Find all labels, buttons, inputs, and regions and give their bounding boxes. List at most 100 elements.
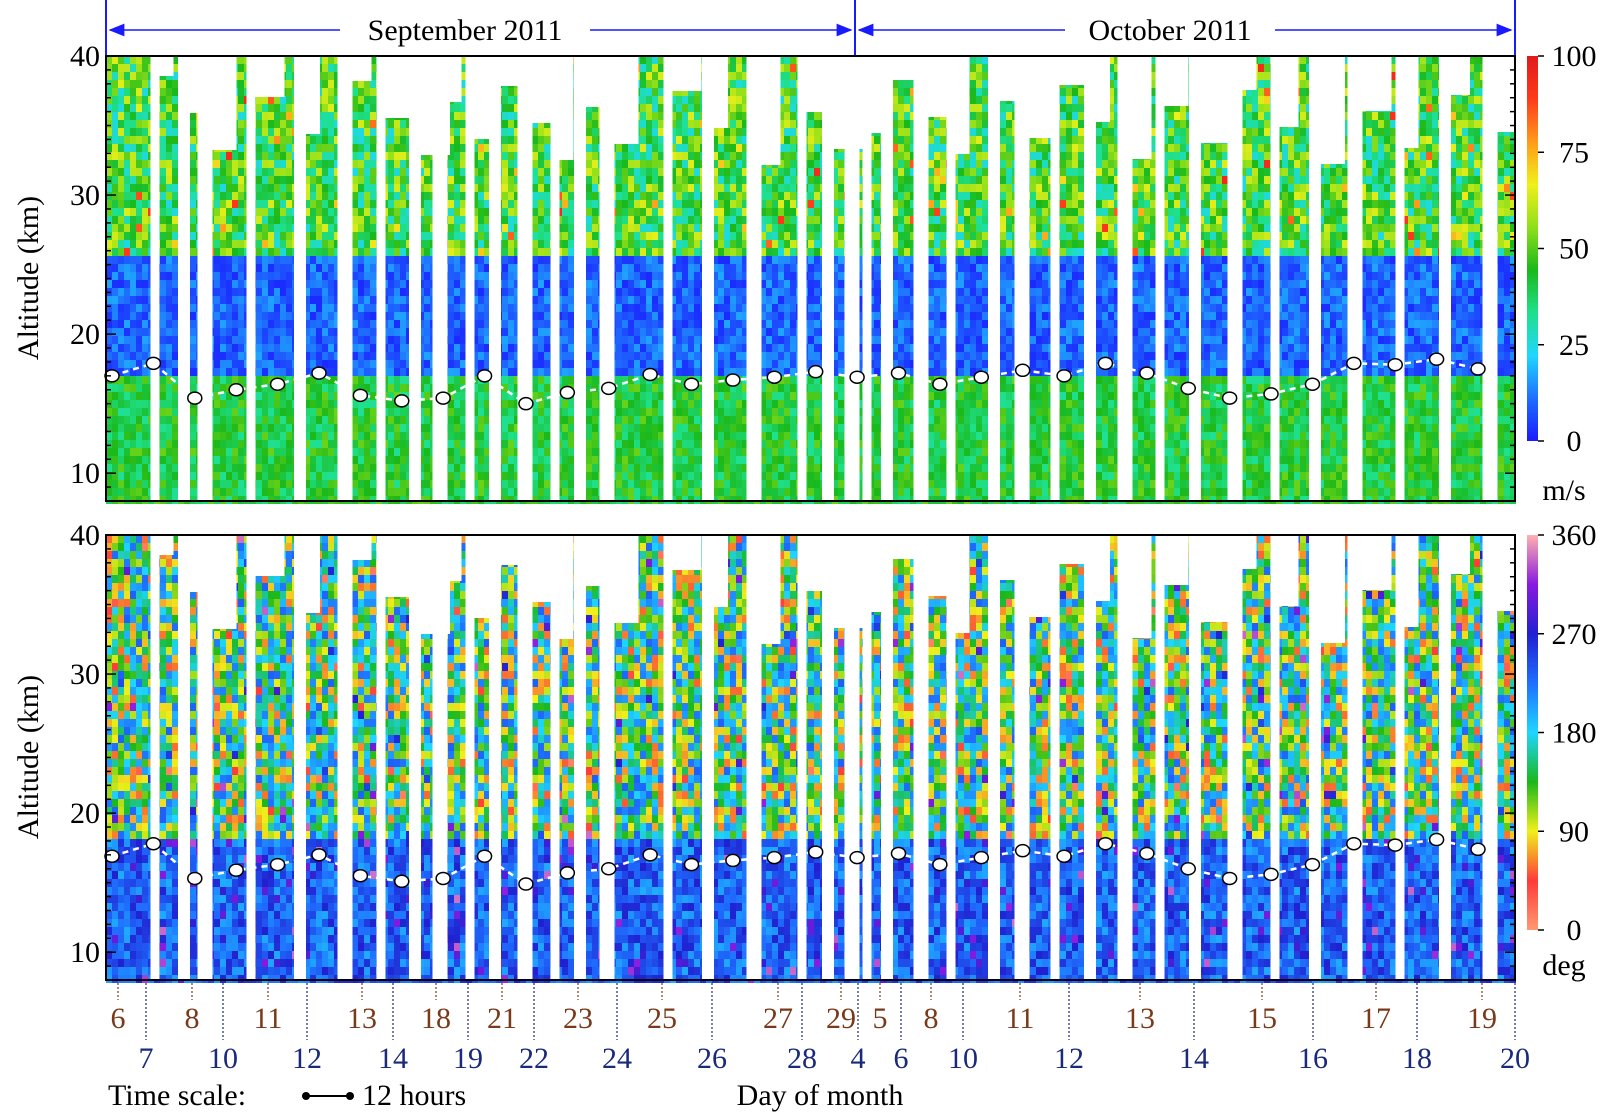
speed-heat-cell xyxy=(214,208,220,216)
speed-heat-cell xyxy=(226,376,232,384)
speed-heat-cell xyxy=(106,184,112,192)
speed-heat-cell xyxy=(592,152,598,160)
speed-heat-cell xyxy=(502,136,508,144)
speed-heat-cell xyxy=(460,472,466,480)
speed-heat-cell xyxy=(238,56,244,64)
speed-heat-cell xyxy=(622,152,628,160)
speed-heat-cell xyxy=(424,488,430,496)
speed-heat-cell xyxy=(142,480,148,488)
speed-heat-cell xyxy=(256,296,262,304)
speed-heat-cell xyxy=(280,112,286,120)
speed-heat-cell xyxy=(448,488,454,496)
speed-heat-cell xyxy=(160,272,166,280)
speed-heat-cell xyxy=(226,312,232,320)
speed-heat-cell xyxy=(268,480,274,488)
speed-heat-cell xyxy=(304,360,310,368)
speed-heat-cell xyxy=(484,312,490,320)
speed-heat-cell xyxy=(622,208,628,216)
speed-heat-cell xyxy=(514,136,520,144)
speed-heat-cell xyxy=(118,288,124,296)
speed-heat-cell xyxy=(508,88,514,96)
speed-heat-cell xyxy=(502,472,508,480)
speed-heat-cell xyxy=(472,248,478,256)
speed-heat-cell xyxy=(394,272,400,280)
speed-heat-cell xyxy=(562,184,568,192)
speed-heat-cell xyxy=(544,448,550,456)
speed-heat-cell xyxy=(352,408,358,416)
speed-heat-cell xyxy=(358,144,364,152)
speed-heat-cell xyxy=(124,344,130,352)
speed-heat-cell xyxy=(460,432,466,440)
speed-heat-cell xyxy=(454,256,460,264)
speed-heat-cell xyxy=(400,264,406,272)
speed-heat-cell xyxy=(628,408,634,416)
speed-heat-cell xyxy=(112,448,118,456)
speed-heat-cell xyxy=(160,128,166,136)
speed-heat-cell xyxy=(334,488,340,496)
speed-heat-cell xyxy=(166,360,172,368)
speed-heat-cell xyxy=(220,168,226,176)
speed-heat-cell xyxy=(262,120,268,128)
speed-heat-cell xyxy=(232,184,238,192)
speed-heat-cell xyxy=(370,464,376,472)
speed-heat-cell xyxy=(622,184,628,192)
speed-heat-cell xyxy=(454,336,460,344)
speed-heat-cell xyxy=(508,328,514,336)
speed-heat-cell xyxy=(304,432,310,440)
speed-heat-cell xyxy=(142,232,148,240)
speed-heat-cell xyxy=(592,312,598,320)
speed-heat-cell xyxy=(478,184,484,192)
speed-heat-cell xyxy=(586,144,592,152)
speed-heat-cell xyxy=(478,328,484,336)
speed-heat-cell xyxy=(130,304,136,312)
speed-heat-cell xyxy=(238,200,244,208)
speed-heat-cell xyxy=(634,200,640,208)
speed-heat-cell xyxy=(190,304,196,312)
speed-heat-cell xyxy=(562,240,568,248)
speed-heat-cell xyxy=(388,456,394,464)
speed-heat-cell xyxy=(334,80,340,88)
speed-heat-cell xyxy=(592,376,598,384)
speed-heat-cell xyxy=(334,176,340,184)
speed-heat-cell xyxy=(238,416,244,424)
speed-heat-cell xyxy=(274,336,280,344)
speed-heat-cell xyxy=(370,360,376,368)
speed-heat-cell xyxy=(358,176,364,184)
speed-heat-cell xyxy=(142,80,148,88)
speed-heat-cell xyxy=(562,224,568,232)
speed-heat-cell xyxy=(568,248,574,256)
speed-heat-cell xyxy=(136,96,142,104)
speed-heat-cell xyxy=(460,72,466,80)
speed-heat-cell xyxy=(508,376,514,384)
speed-heat-cell xyxy=(226,336,232,344)
speed-heat-cell xyxy=(478,152,484,160)
speed-heat-cell xyxy=(370,232,376,240)
speed-heat-cell xyxy=(190,168,196,176)
speed-heat-cell xyxy=(358,416,364,424)
speed-heat-cell xyxy=(316,424,322,432)
speed-heat-cell xyxy=(568,168,574,176)
speed-heat-cell xyxy=(424,240,430,248)
speed-heat-cell xyxy=(190,248,196,256)
speed-heat-cell xyxy=(448,336,454,344)
speed-heat-cell xyxy=(166,384,172,392)
speed-heat-cell xyxy=(226,440,232,448)
speed-heat-cell xyxy=(544,264,550,272)
speed-heat-cell xyxy=(160,392,166,400)
speed-heat-cell xyxy=(262,368,268,376)
speed-heat-cell xyxy=(106,448,112,456)
speed-heat-cell xyxy=(544,224,550,232)
speed-heat-cell xyxy=(352,192,358,200)
speed-heat-cell xyxy=(568,160,574,168)
speed-heat-cell xyxy=(628,272,634,280)
speed-heat-cell xyxy=(454,440,460,448)
speed-heat-cell xyxy=(136,200,142,208)
speed-heat-cell xyxy=(544,248,550,256)
speed-heat-cell xyxy=(616,304,622,312)
speed-heat-cell xyxy=(544,440,550,448)
speed-heat-cell xyxy=(544,424,550,432)
speed-heat-cell xyxy=(532,128,538,136)
speed-heat-cell xyxy=(460,88,466,96)
speed-heat-cell xyxy=(460,328,466,336)
speed-heat-cell xyxy=(628,448,634,456)
